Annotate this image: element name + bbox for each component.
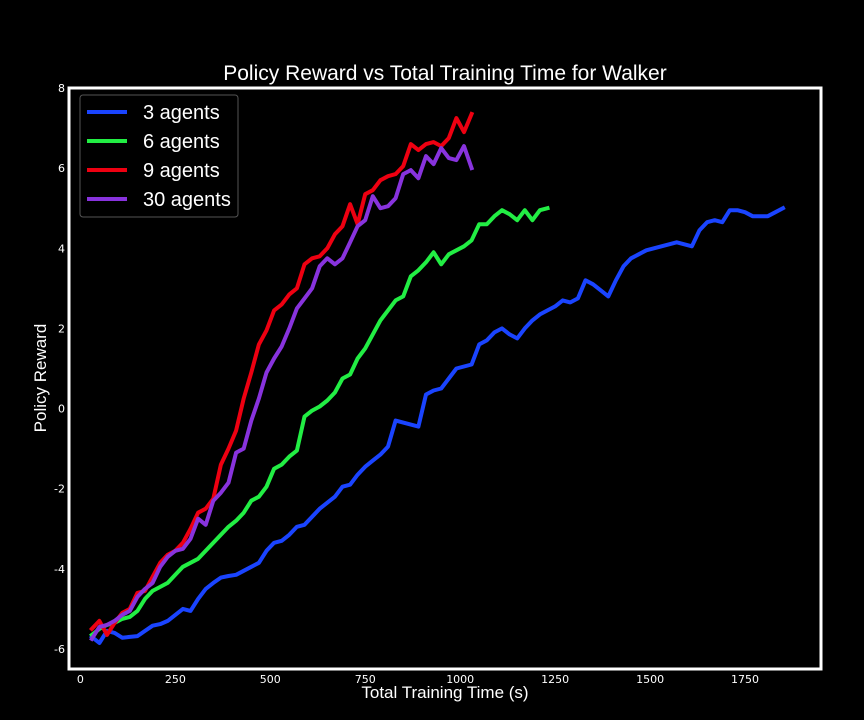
chart-title: Policy Reward vs Total Training Time for… [223,62,666,85]
x-tick-label: 1500 [636,673,664,686]
legend-label: 30 agents [143,189,231,211]
series-line-1 [88,205,786,645]
x-axis-label: Total Training Time (s) [361,683,528,702]
y-axis-label: Policy Reward [31,324,50,433]
y-tick-label: 4 [58,242,65,255]
legend: 3 agents 6 agents 9 agents 30 agents [79,94,239,218]
y-tick-label: 0 [58,403,65,416]
x-tick-label: 0 [77,673,84,686]
series-line-3 [88,111,475,637]
x-tick-label: 750 [355,673,376,686]
y-tick-label: 8 [58,82,65,95]
x-tick-label: 250 [165,673,186,686]
legend-box [79,94,239,218]
legend-label: 6 agents [143,131,220,153]
x-tick-label: 500 [260,673,281,686]
y-tick-label: 2 [58,322,65,335]
x-tick-label: 1750 [731,673,759,686]
x-tick-label: 1000 [446,673,474,686]
y-tick-label: 6 [58,162,65,175]
series-line-2 [88,205,550,638]
axis-ticks: 0 250 500 750 1000 1250 1500 1750 -6 -4 -2 0 2 4 6 8 [54,82,759,686]
legend-label: 3 agents [143,102,220,124]
x-tick-label: 1250 [541,673,569,686]
y-tick-label: -2 [54,483,65,496]
y-tick-label: -6 [54,643,65,656]
series-line-4 [89,144,475,642]
series-lines [88,111,786,645]
legend-label: 9 agents [143,160,220,182]
y-tick-label: -4 [54,563,65,576]
